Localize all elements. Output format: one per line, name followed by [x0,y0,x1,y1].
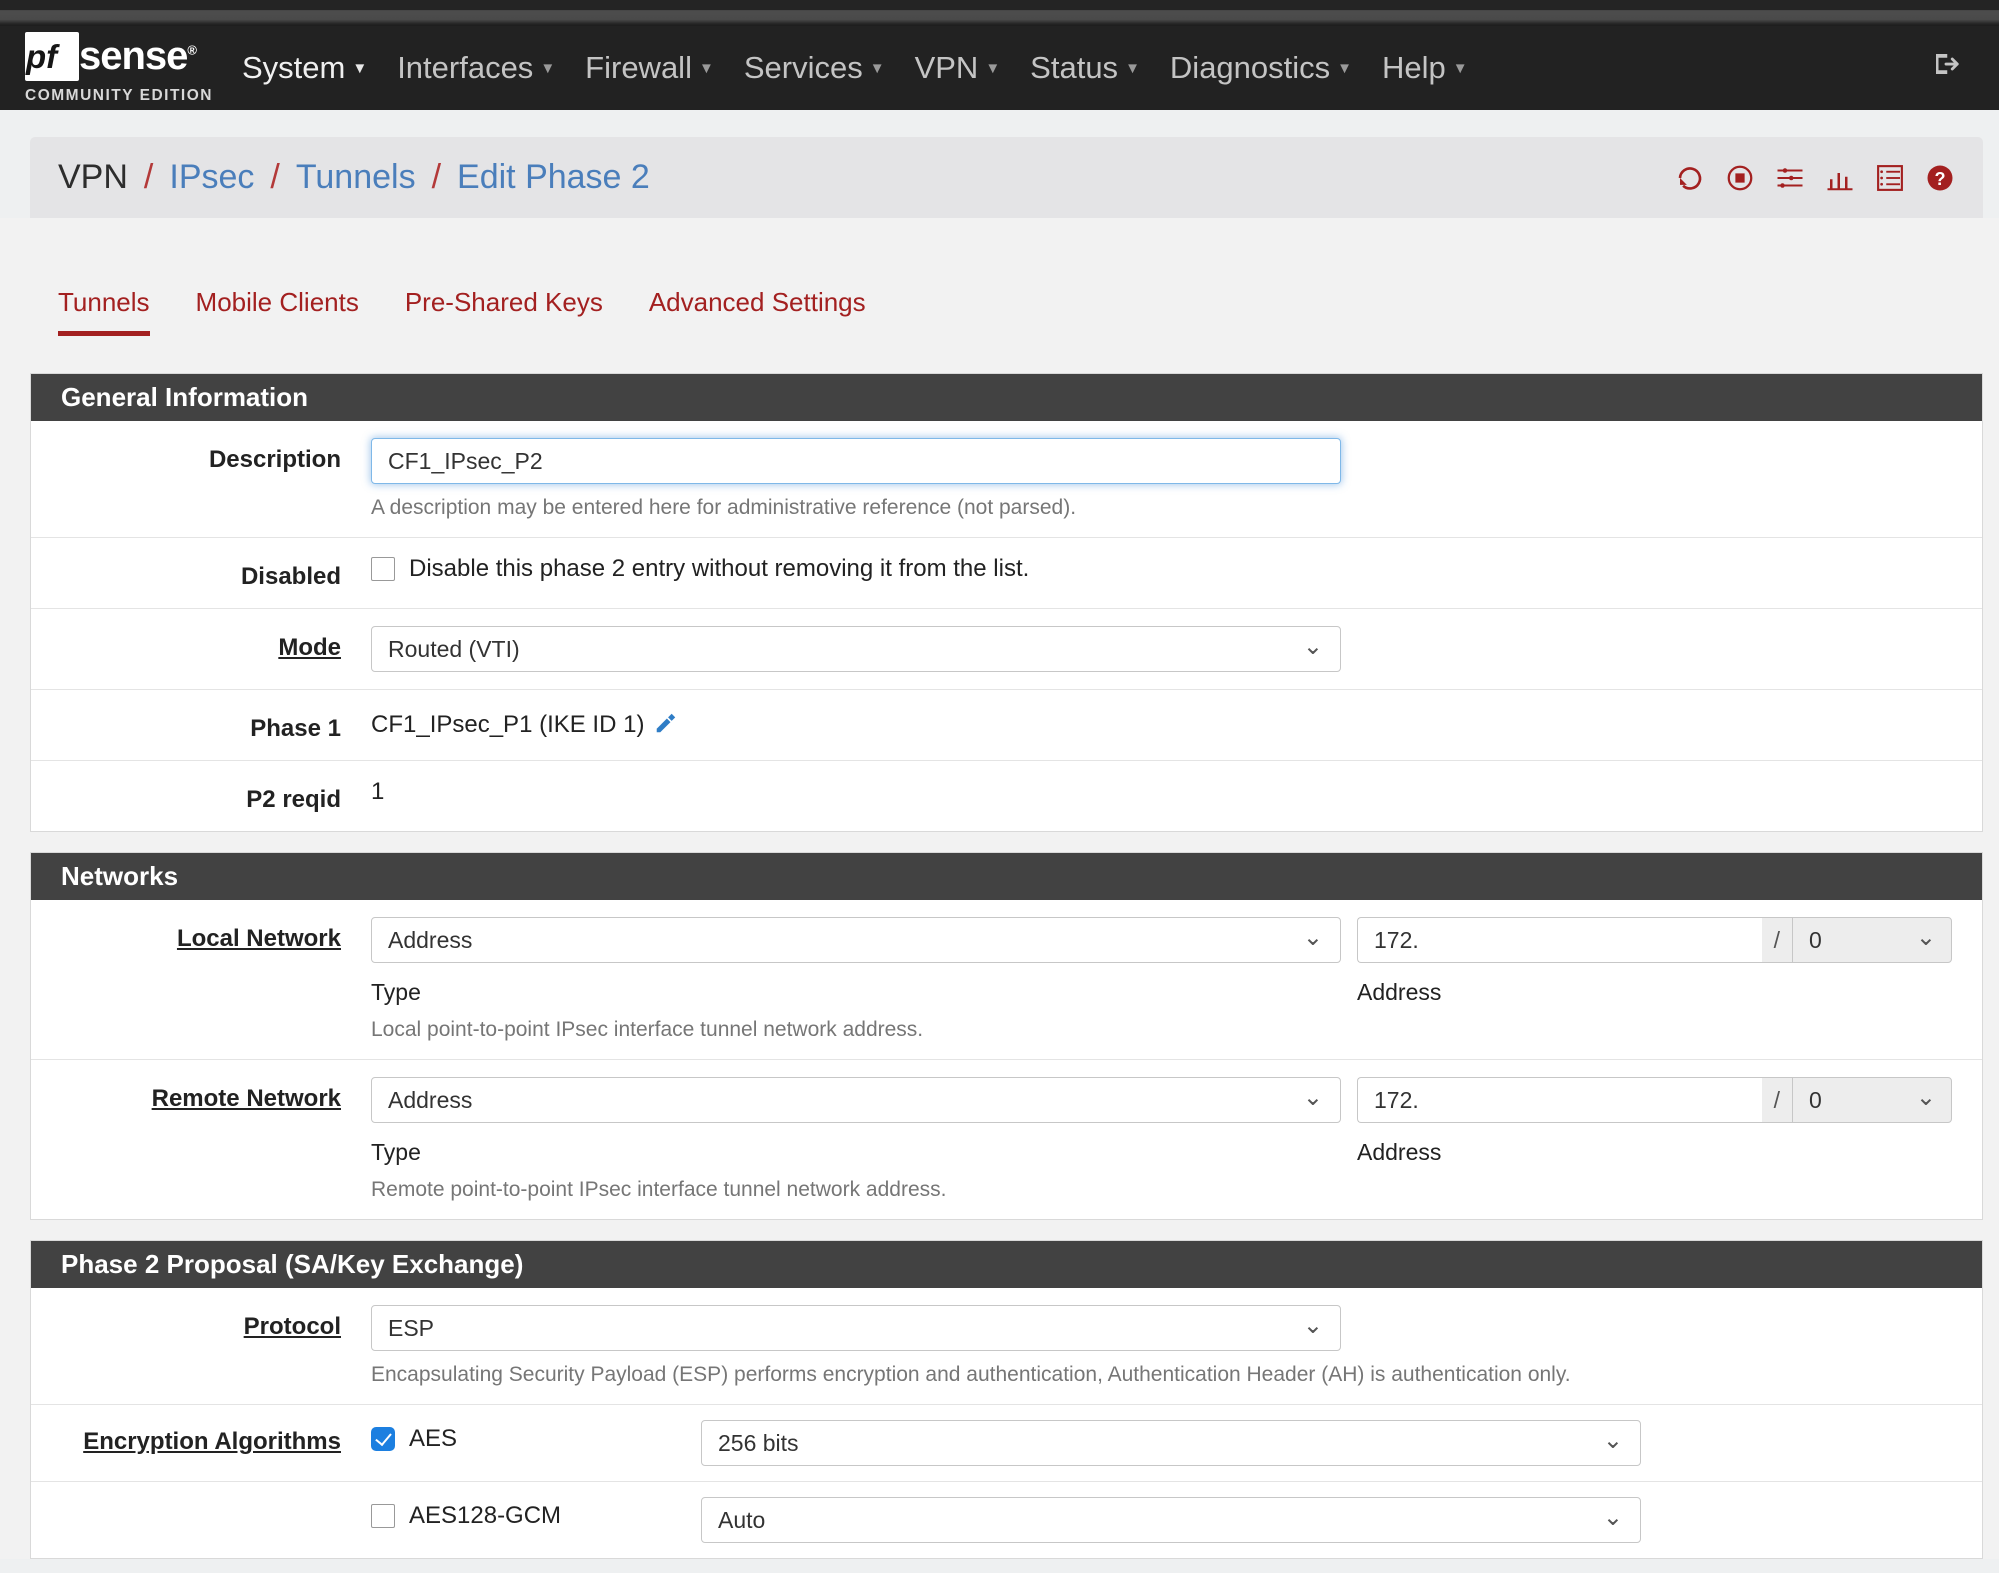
svg-text:pf: pf [25,38,60,75]
svg-text:?: ? [1934,168,1945,188]
